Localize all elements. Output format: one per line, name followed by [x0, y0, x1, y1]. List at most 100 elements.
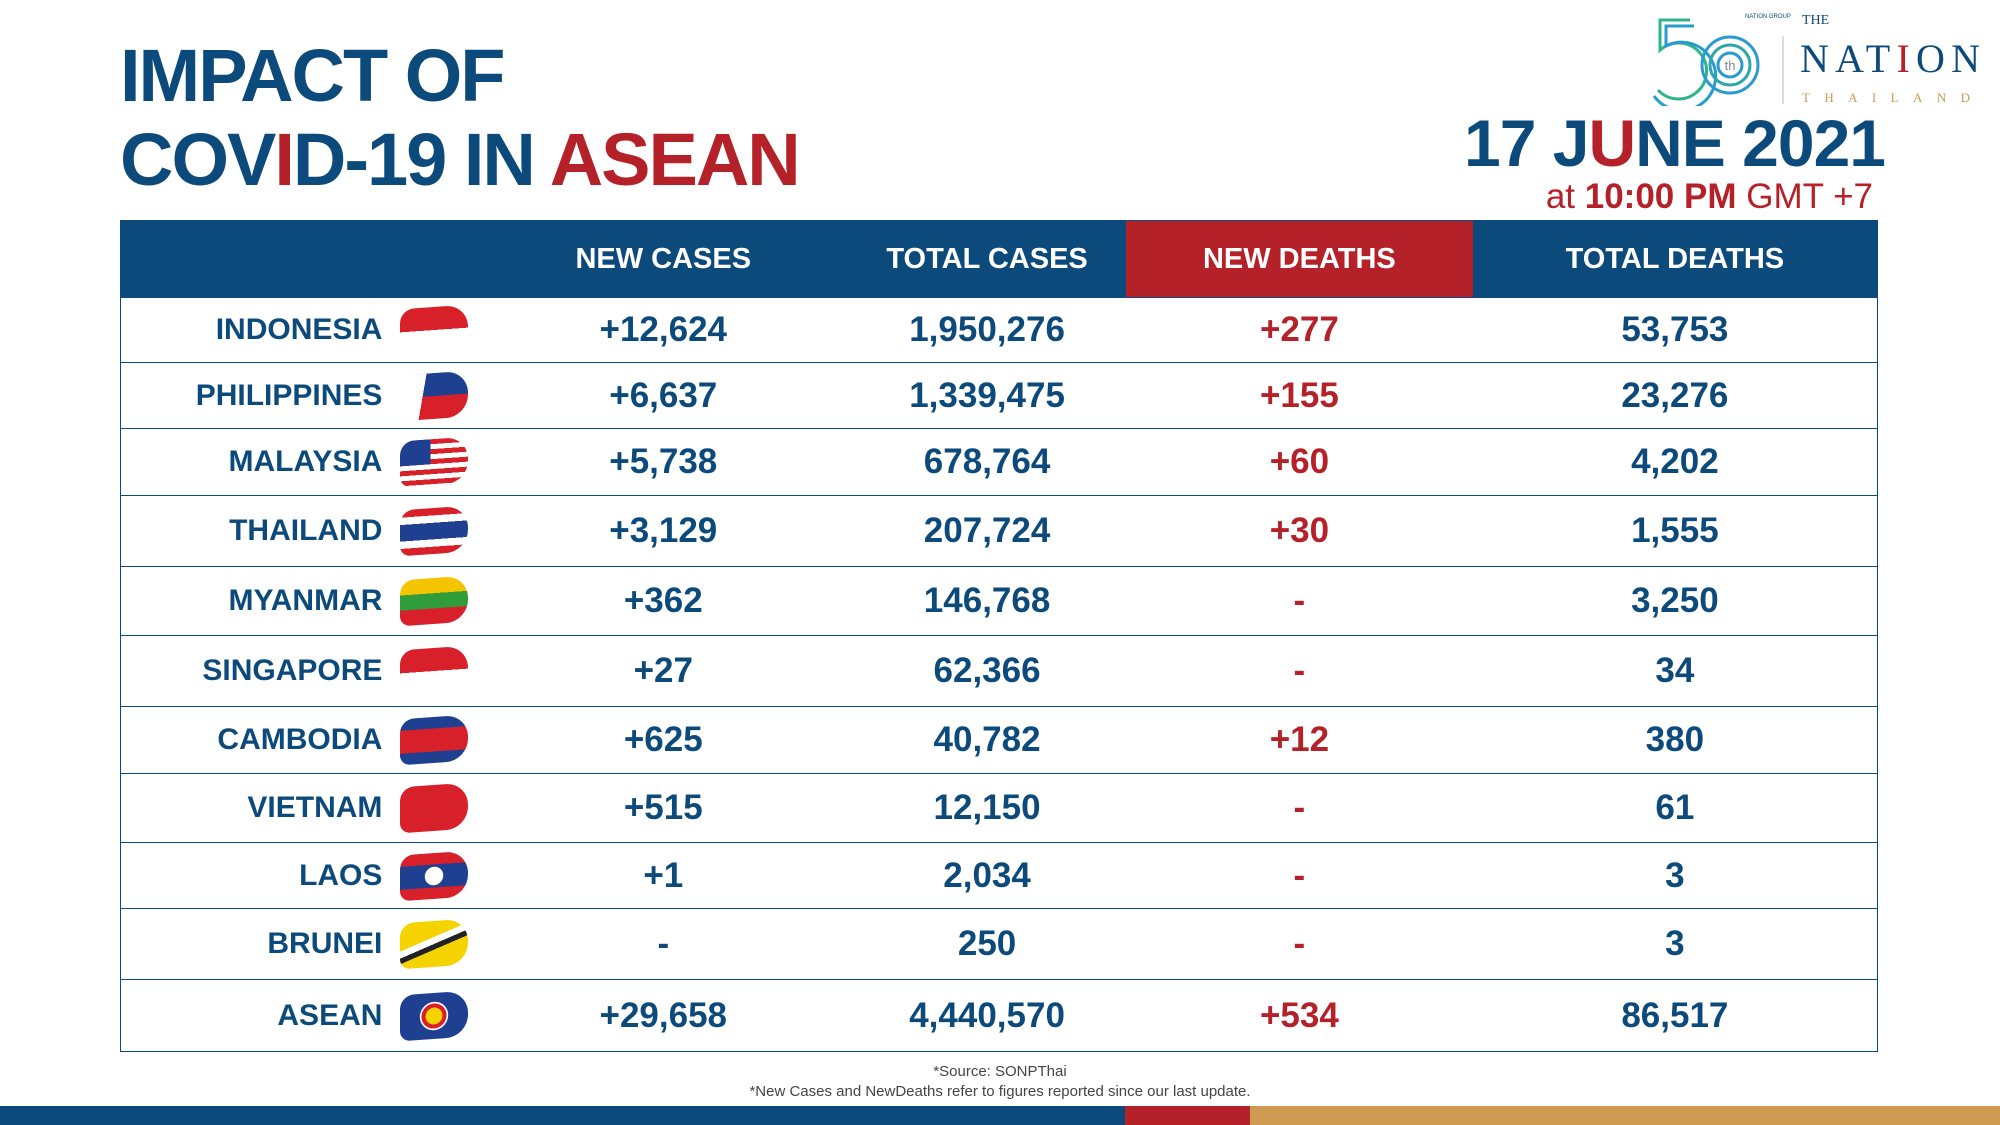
- total-cases-cell: 207,724: [848, 495, 1126, 567]
- thailand-flag-icon: [400, 505, 469, 557]
- total-deaths-cell: 1,555: [1472, 495, 1878, 567]
- new-cases-cell: -: [478, 908, 849, 980]
- title-line-1: IMPACT OF: [120, 34, 505, 117]
- new-cases-cell: +362: [478, 566, 849, 636]
- svg-text:NATION: NAT I ON: [1800, 36, 1980, 81]
- svg-text:THE: THE: [1802, 13, 1829, 28]
- new-deaths-cell: -: [1126, 908, 1473, 980]
- country-name: BRUNEI: [267, 927, 383, 960]
- total-deaths-cell: 3: [1472, 908, 1878, 980]
- new-deaths-cell: +534: [1126, 979, 1473, 1052]
- singapore-flag-icon: [400, 645, 469, 697]
- total-deaths-cell: 86,517: [1472, 979, 1878, 1052]
- header-new-deaths: NEW DEATHS: [1126, 220, 1473, 298]
- country-name: LAOS: [299, 858, 383, 892]
- total-deaths-cell: 61: [1472, 773, 1878, 843]
- new-deaths-cell: +30: [1126, 495, 1473, 567]
- table-header: NEW CASES TOTAL CASES NEW DEATHS TOTAL D…: [120, 220, 1878, 298]
- new-cases-cell: +12,624: [478, 297, 849, 363]
- covid-table: NEW CASES TOTAL CASES NEW DEATHS TOTAL D…: [120, 220, 1878, 1052]
- date-block: 17 JUNE 2021 at 10:00 PM GMT +7: [1464, 106, 1886, 216]
- country-name: SINGAPORE: [202, 654, 383, 687]
- new-deaths-cell: -: [1126, 773, 1473, 843]
- total-cases-cell: 1,339,475: [848, 362, 1126, 429]
- svg-text:THAILAND: THAILAND: [1802, 90, 1980, 105]
- svg-text:NATION GROUP: NATION GROUP: [1745, 14, 1791, 20]
- country-cell: VIETNAM: [120, 773, 479, 843]
- total-cases-cell: 62,366: [848, 635, 1126, 707]
- vietnam-flag-icon: [400, 782, 469, 834]
- total-deaths-cell: 380: [1472, 706, 1878, 774]
- asean-flag-icon: [400, 990, 469, 1041]
- definition-note: *New Cases and NewDeaths refer to figure…: [749, 1083, 1251, 1100]
- new-cases-cell: +6,637: [478, 362, 849, 429]
- new-cases-cell: +1: [478, 842, 849, 909]
- total-cases-cell: 12,150: [848, 773, 1126, 843]
- new-cases-cell: +515: [478, 773, 849, 843]
- table-row: CAMBODIA +625 40,782 +12 380: [120, 706, 1878, 774]
- country-cell: MYANMAR: [120, 566, 479, 636]
- table-row: LAOS +1 2,034 - 3: [120, 842, 1878, 909]
- new-cases-cell: +27: [478, 635, 849, 707]
- table-row: MYANMAR +362 146,768 - 3,250: [120, 566, 1878, 636]
- new-cases-cell: +3,129: [478, 495, 849, 567]
- table-row: SINGAPORE +27 62,366 - 34: [120, 635, 1878, 707]
- header-total-deaths: TOTAL DEATHS: [1472, 220, 1878, 298]
- total-cases-cell: 4,440,570: [848, 979, 1126, 1052]
- total-cases-cell: 146,768: [848, 566, 1126, 636]
- new-deaths-cell: +155: [1126, 362, 1473, 429]
- country-name: MYANMAR: [228, 584, 383, 617]
- new-deaths-cell: -: [1126, 635, 1473, 707]
- country-cell: PHILIPPINES: [120, 362, 479, 429]
- total-deaths-cell: 3: [1472, 842, 1878, 909]
- header-country: [120, 220, 479, 298]
- header-new-cases: NEW CASES: [478, 220, 849, 298]
- country-cell: SINGAPORE: [120, 635, 479, 707]
- table-row: PHILIPPINES +6,637 1,339,475 +155 23,276: [120, 362, 1878, 429]
- brunei-flag-icon: [400, 918, 469, 970]
- table-row: THAILAND +3,129 207,724 +30 1,555: [120, 495, 1878, 567]
- footer-bar-red: [1125, 1106, 1250, 1125]
- svg-text:th: th: [1725, 58, 1736, 73]
- country-name: MALAYSIA: [228, 445, 383, 478]
- total-cases-cell: 250: [848, 908, 1126, 980]
- page-title: IMPACT OF COVID-19 IN ASEAN: [120, 34, 801, 202]
- total-deaths-cell: 23,276: [1472, 362, 1878, 429]
- laos-flag-icon: [400, 850, 469, 901]
- country-name: INDONESIA: [215, 313, 383, 346]
- country-cell: ASEAN: [120, 979, 479, 1052]
- footnotes: *Source: SONPThai *New Cases and NewDeat…: [0, 1062, 2000, 1102]
- the-nation-logo: th NATION GROUP THE NAT I ON THAILAND: [1652, 13, 1980, 106]
- title-line-2: COVID-19 IN ASEAN: [120, 118, 801, 201]
- country-name: THAILAND: [229, 514, 383, 547]
- new-cases-cell: +29,658: [478, 979, 849, 1052]
- table-row: VIETNAM +515 12,150 - 61: [120, 773, 1878, 843]
- philippines-flag-icon: [400, 370, 469, 421]
- new-deaths-cell: -: [1126, 842, 1473, 909]
- total-deaths-cell: 4,202: [1472, 428, 1878, 496]
- total-deaths-cell: 3,250: [1472, 566, 1878, 636]
- table-row: ASEAN +29,658 4,440,570 +534 86,517: [120, 979, 1878, 1052]
- total-cases-cell: 1,950,276: [848, 297, 1126, 363]
- table-row: INDONESIA +12,624 1,950,276 +277 53,753: [120, 297, 1878, 363]
- report-time: at 10:00 PM GMT +7: [1545, 177, 1873, 216]
- table-row: MALAYSIA +5,738 678,764 +60 4,202: [120, 428, 1878, 496]
- country-name: VIETNAM: [247, 791, 383, 824]
- total-deaths-cell: 53,753: [1472, 297, 1878, 363]
- country-cell: INDONESIA: [120, 297, 479, 363]
- country-cell: THAILAND: [120, 495, 479, 567]
- total-deaths-cell: 34: [1472, 635, 1878, 707]
- cambodia-flag-icon: [400, 714, 469, 766]
- country-cell: BRUNEI: [120, 908, 479, 980]
- country-name: ASEAN: [277, 998, 383, 1032]
- total-cases-cell: 678,764: [848, 428, 1126, 496]
- footer-bar-tan: [1250, 1106, 2000, 1125]
- new-deaths-cell: +60: [1126, 428, 1473, 496]
- report-date: 17 JUNE 2021: [1464, 106, 1886, 180]
- new-deaths-cell: -: [1126, 566, 1473, 636]
- indonesia-flag-icon: [400, 304, 469, 356]
- country-name: CAMBODIA: [217, 723, 383, 756]
- new-deaths-cell: +12: [1126, 706, 1473, 774]
- source-note: *Source: SONPThai: [933, 1063, 1067, 1080]
- country-cell: CAMBODIA: [120, 706, 479, 774]
